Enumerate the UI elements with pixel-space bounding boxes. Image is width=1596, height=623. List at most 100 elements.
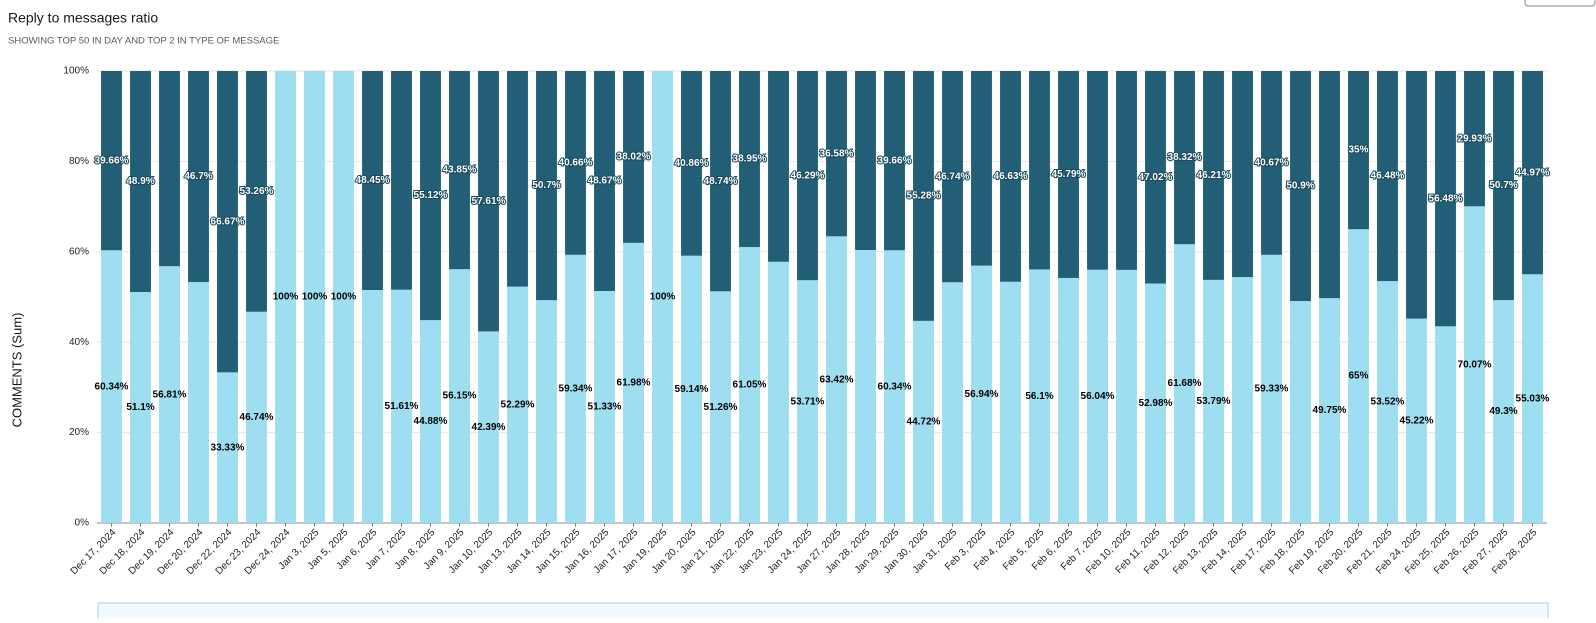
bar-segment [1058,277,1079,523]
bar-segment [1087,269,1108,523]
bar-segment [1464,71,1485,207]
bar-segment [478,71,499,332]
bar-segment [1116,269,1137,523]
bar-segment [826,71,847,237]
data-label: 63.42% [820,374,854,385]
data-label: 100% [302,292,328,303]
data-label: 53.52% [1371,397,1405,408]
bar-segment [623,71,644,243]
bar-segment [304,71,325,523]
data-label: 47.02% [1139,172,1173,183]
data-label: 45.22% [1400,415,1434,426]
bar-segment [420,71,441,321]
data-label: 38.95% [733,154,767,165]
bar-segment [1232,71,1253,278]
bar-segment [1522,71,1543,275]
data-label: 100% [650,292,676,303]
data-label: 61.68% [1168,378,1202,389]
data-label: 46.74% [936,171,970,182]
data-label: 53.26% [240,186,274,197]
data-label: 29.93% [1458,133,1492,144]
bar-segment [188,282,209,523]
data-label: 40.66% [559,158,593,169]
bar-segment [1377,281,1398,523]
bar-segment [507,71,528,287]
bar-segment [391,71,412,290]
y-tick-label: 60% [69,246,89,257]
chart-subtitle: SHOWING TOP 50 IN DAY AND TOP 2 IN TYPE … [8,36,279,47]
bar-segment [101,71,122,251]
data-label: 46.29% [791,170,825,181]
bar-segment [1000,281,1021,523]
bar-segment [130,71,151,293]
data-label: 100% [273,292,299,303]
data-label: 35% [1348,145,1368,156]
bar-segment [739,71,760,248]
data-label: 46.74% [240,412,274,423]
data-label: 61.98% [617,378,651,389]
bar-segment [913,320,934,523]
plot-area: 0%20%40%60%80%100%60.34%39.66%Dec 17, 20… [63,66,1550,577]
data-label: 55.28% [907,191,941,202]
data-label: 65% [1348,371,1368,382]
bar-segment [1435,326,1456,523]
data-label: 49.75% [1313,405,1347,416]
bar-segment [710,71,731,292]
bar-segment [1348,229,1369,523]
bar-segment [1029,269,1050,523]
bar-segment [1464,206,1485,523]
data-label: 46.21% [1197,170,1231,181]
bar-segment [130,292,151,523]
bar-segment [536,300,557,523]
bar-segment [652,71,673,523]
y-tick-label: 80% [69,156,89,167]
bar-segment [420,320,441,523]
bar-segment [565,254,586,523]
data-label: 59.34% [559,384,593,395]
data-label: 60.34% [95,381,129,392]
bar-segment [1290,301,1311,523]
data-label: 48.9% [126,176,154,187]
data-label: 57.61% [472,196,506,207]
bar-segment [1174,71,1195,245]
data-label: 55.03% [1516,393,1550,404]
bar-segment [362,71,383,290]
bar-segment [1261,254,1282,523]
data-label: 42.39% [472,422,506,433]
bar-segment [362,289,383,523]
data-label: 46.48% [1371,171,1405,182]
bar-segment [1261,71,1282,255]
bar-segment [1377,71,1398,282]
bar-segment [942,282,963,523]
bar-segment [1348,71,1369,230]
bar-segment [217,372,238,523]
bar-segment [507,286,528,523]
data-label: 38.32% [1168,152,1202,163]
data-label: 56.15% [443,391,477,402]
data-label: 56.48% [1429,193,1463,204]
bar-segment [565,71,586,255]
bar-segment [1145,283,1166,523]
menu-button[interactable] [1524,0,1596,7]
bar-segment [1406,71,1427,319]
bar-segment [768,261,789,523]
data-label: 60.34% [878,381,912,392]
bar-segment [681,255,702,523]
bar-segment [1203,279,1224,523]
y-tick-label: 40% [69,337,89,348]
data-label: 39.66% [95,155,129,166]
bar-segment [246,71,267,312]
data-label: 51.26% [704,402,738,413]
data-label: 46.7% [184,171,212,182]
data-label: 44.72% [907,417,941,428]
bar-segment [246,311,267,523]
bar-segment [739,247,760,523]
bar-segment [449,269,470,523]
bar-segment [884,250,905,524]
data-label: 48.45% [356,175,390,186]
bar-segment [1116,71,1137,270]
bar-segment [449,71,470,270]
data-label: 45.79% [1052,169,1086,180]
